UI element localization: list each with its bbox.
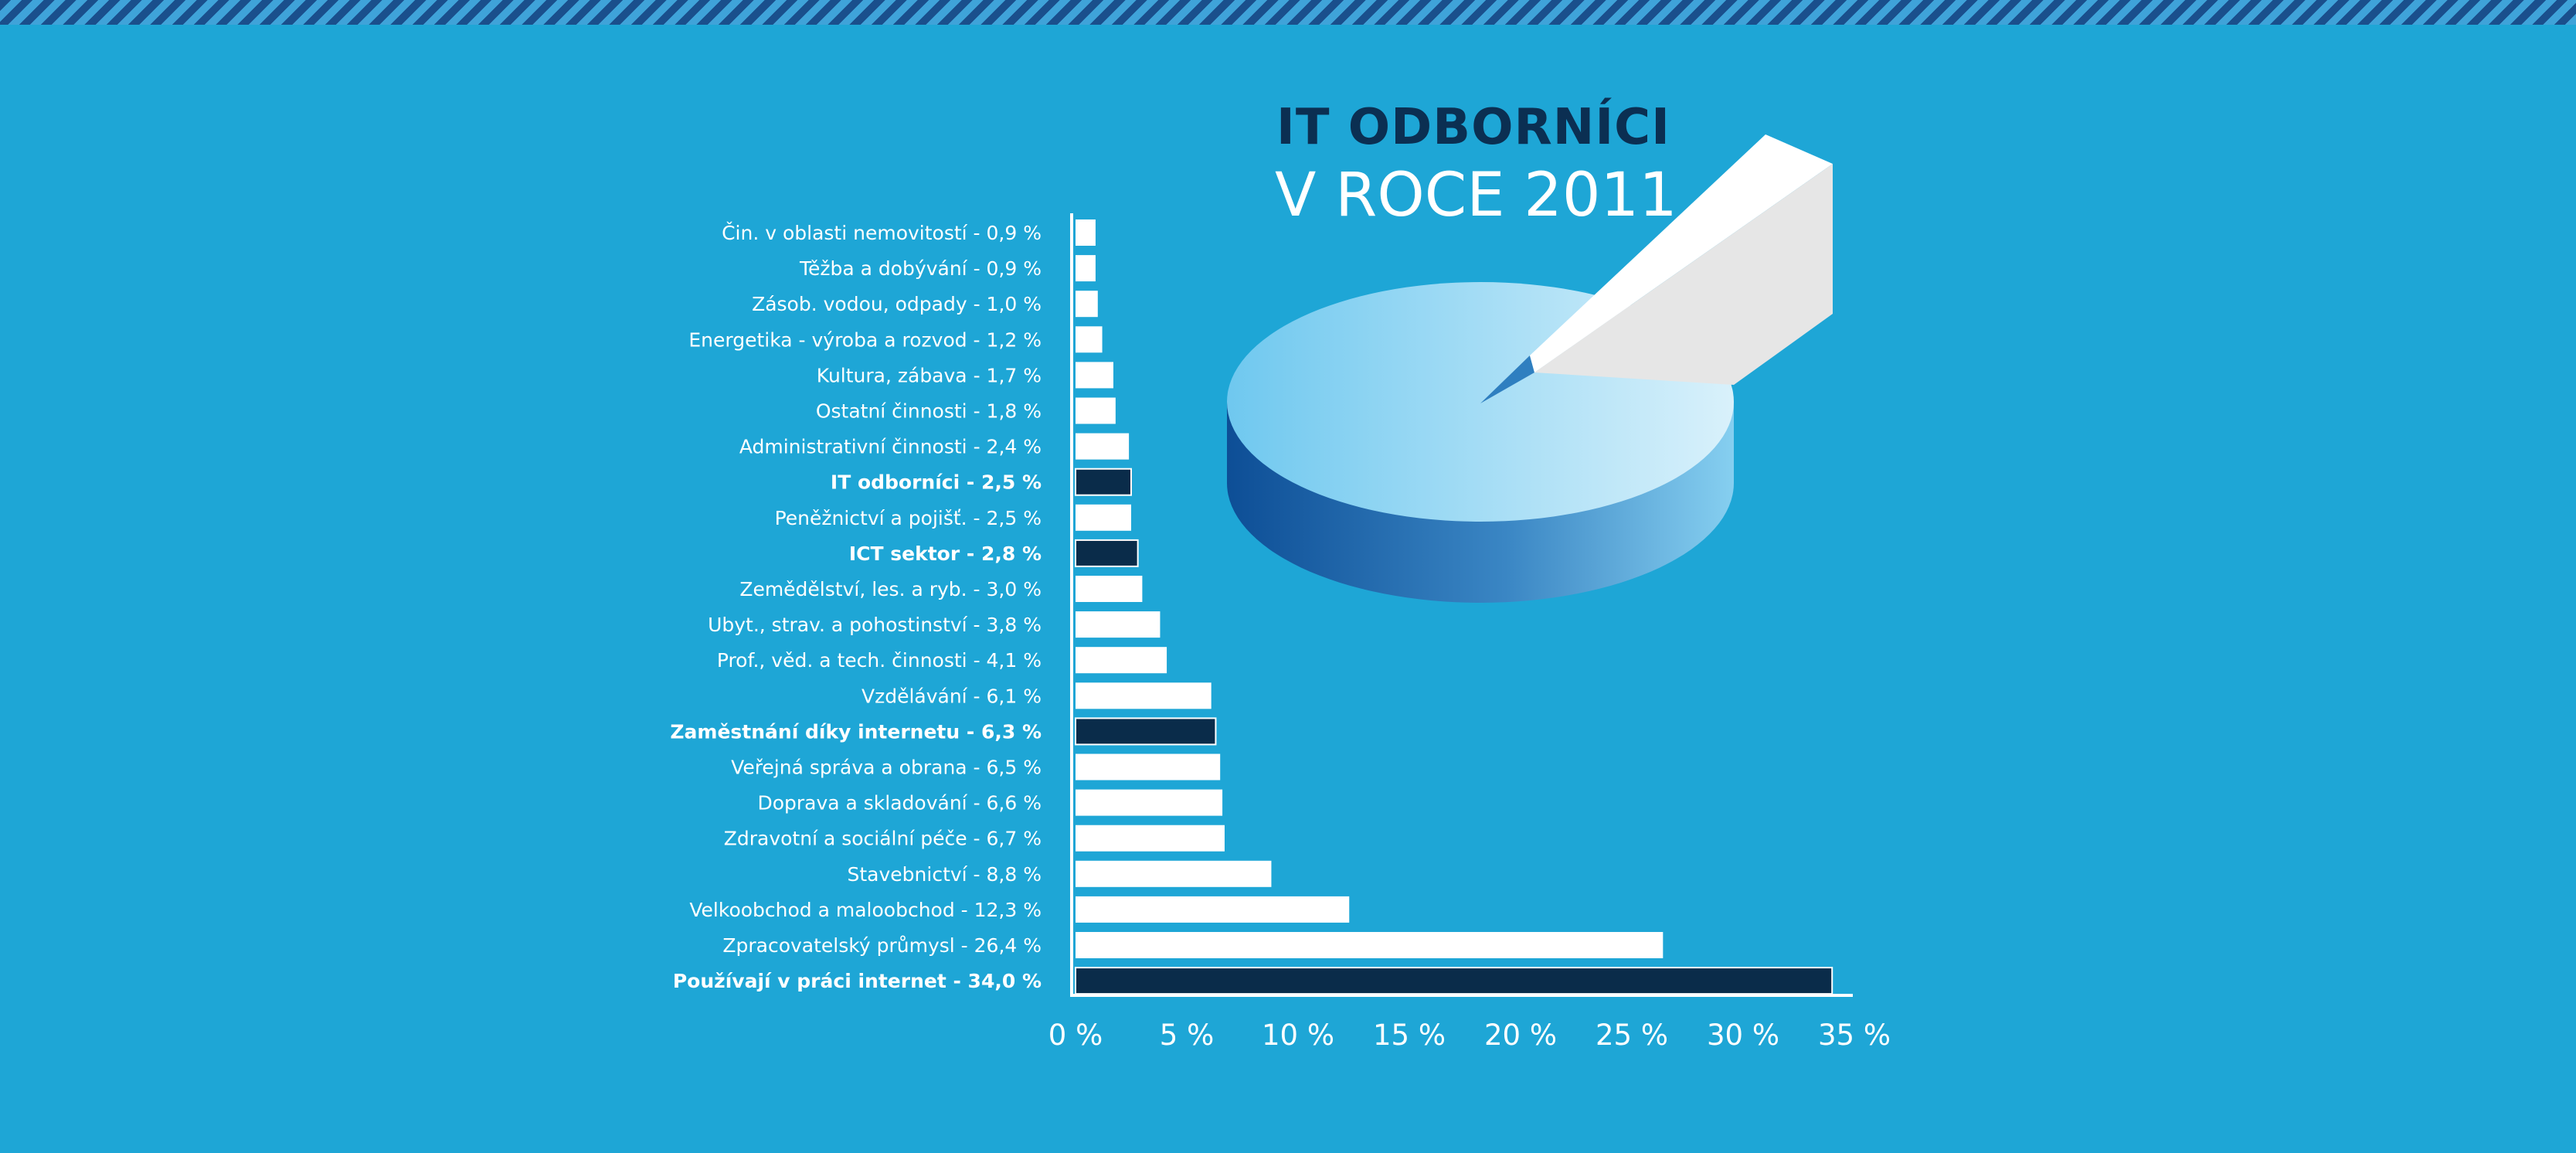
bar [1076, 611, 1161, 638]
bar [1076, 433, 1130, 460]
bar [1076, 576, 1143, 602]
bar [1076, 504, 1131, 531]
category-label: Ubyt., strav. a pohostinství - 3,8 % [708, 614, 1042, 636]
bar [1076, 219, 1096, 246]
chart-subtitle: V ROCE 2011 [1275, 161, 1677, 230]
bar [1076, 825, 1225, 852]
category-label: Zemědělství, les. a ryb. - 3,0 % [739, 578, 1042, 600]
bar [1076, 647, 1167, 674]
top-striped-border [0, 0, 2576, 25]
x-tick-label: 25 % [1596, 1019, 1668, 1052]
bar [1075, 468, 1132, 496]
bar [1076, 860, 1272, 887]
bar [1076, 326, 1103, 353]
category-label: Peněžnictví a pojišť. - 2,5 % [775, 507, 1042, 529]
category-label: Těžba a dobývání - 0,9 % [799, 257, 1042, 280]
bar [1076, 291, 1098, 318]
category-label: Zásob. vodou, odpady - 1,0 % [752, 293, 1042, 315]
bar [1076, 255, 1096, 282]
bar [1076, 362, 1113, 389]
bar [1075, 717, 1217, 746]
x-tick-label: 15 % [1373, 1019, 1446, 1052]
x-tick-label: 20 % [1484, 1019, 1557, 1052]
category-label: Veřejná správa a obrana - 6,5 % [731, 757, 1042, 779]
category-label: Čin. v oblasti nemovitostí - 0,9 % [722, 221, 1042, 244]
category-label: Ostatní činnosti - 1,8 % [816, 400, 1042, 423]
chart-title: IT ODBORNÍCI [1276, 99, 1670, 156]
bar [1075, 539, 1139, 567]
category-label: Kultura, zábava - 1,7 % [817, 364, 1042, 386]
category-label: Velkoobchod a maloobchod - 12,3 % [689, 899, 1042, 921]
bar [1076, 682, 1212, 709]
bar [1076, 753, 1221, 781]
x-tick-label: 5 % [1160, 1019, 1214, 1052]
category-label: Zdravotní a sociální péče - 6,7 % [724, 828, 1042, 850]
category-label: ICT sektor - 2,8 % [849, 542, 1042, 565]
bar [1075, 967, 1833, 995]
category-label: Používají v práci internet - 34,0 % [673, 970, 1042, 992]
category-label: Vzdělávání - 6,1 % [861, 685, 1042, 707]
bar [1076, 789, 1223, 816]
pie-illustration [1227, 134, 1833, 603]
category-label: Zaměstnání díky internetu - 6,3 % [670, 720, 1042, 743]
category-label: Zpracovatelský průmysl - 26,4 % [722, 934, 1042, 957]
x-tick-label: 10 % [1262, 1019, 1334, 1052]
category-label: Prof., věd. a tech. činnosti - 4,1 % [717, 649, 1042, 672]
category-label: Energetika - výroba a rozvod - 1,2 % [688, 328, 1042, 351]
category-label: Doprava a skladování - 6,6 % [757, 792, 1042, 815]
category-label: IT odborníci - 2,5 % [831, 471, 1042, 494]
bar [1076, 932, 1664, 958]
category-label: Administrativní činnosti - 2,4 % [739, 436, 1042, 458]
x-tick-label: 35 % [1818, 1019, 1891, 1052]
x-tick-label: 0 % [1048, 1019, 1103, 1052]
category-label: Stavebnictví - 8,8 % [848, 863, 1042, 886]
x-tick-label: 30 % [1707, 1019, 1779, 1052]
bar [1076, 896, 1350, 923]
bar [1076, 397, 1116, 424]
